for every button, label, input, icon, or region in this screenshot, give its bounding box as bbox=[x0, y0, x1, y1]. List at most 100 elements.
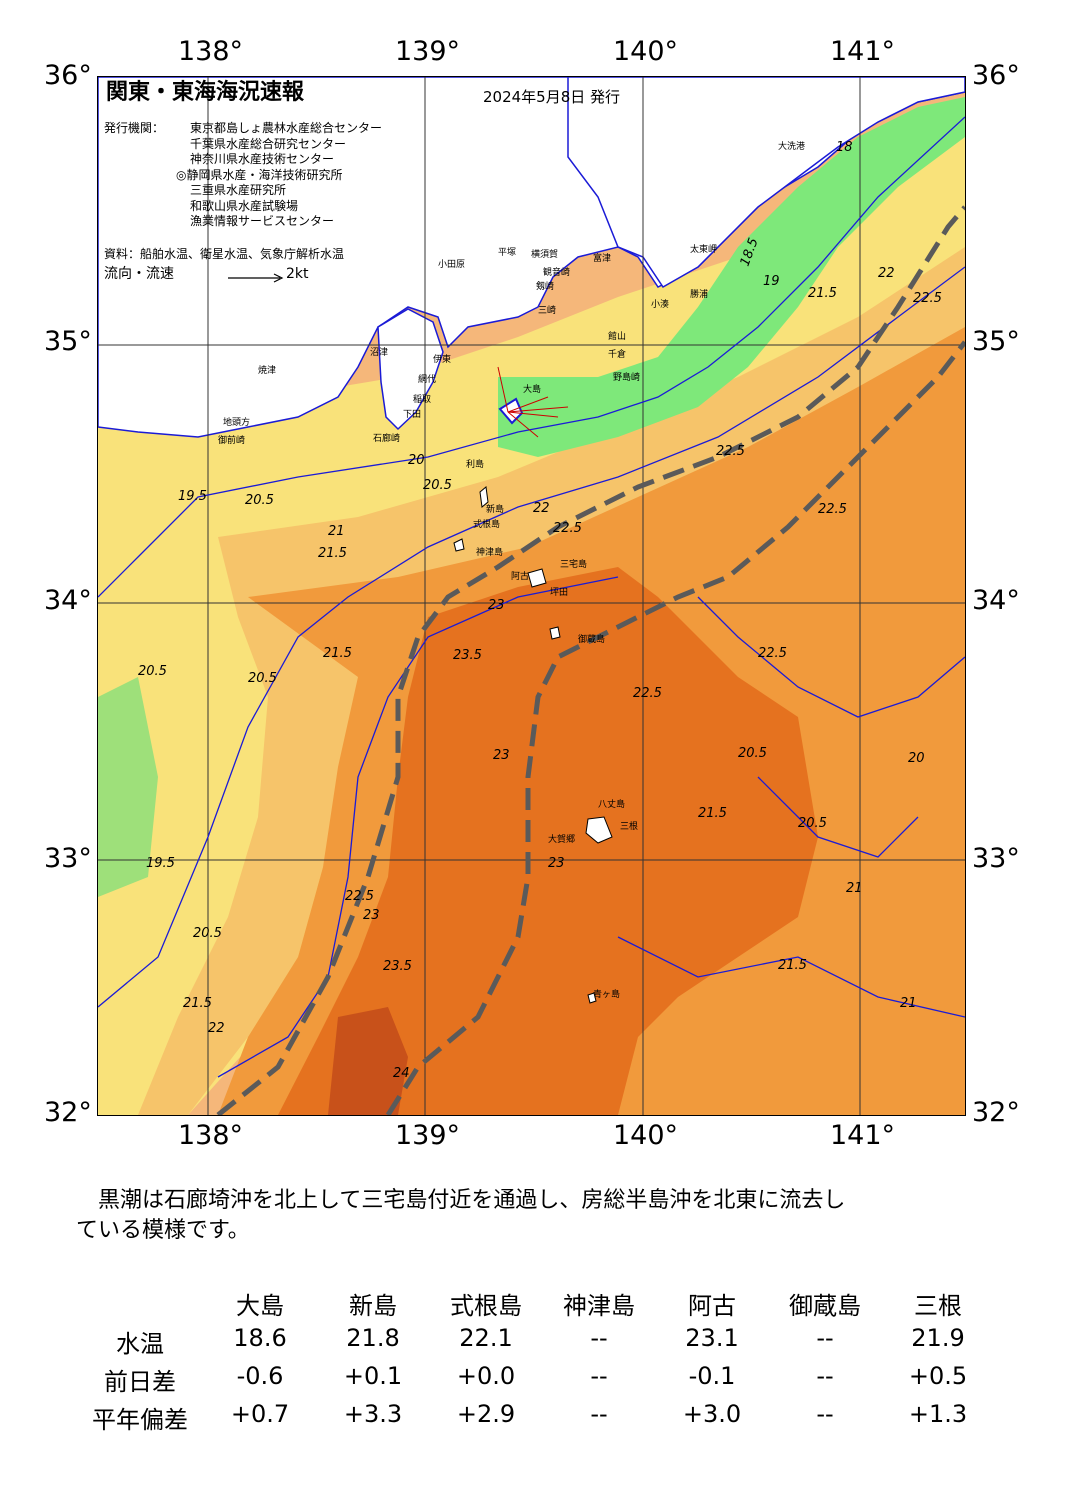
row-label: 水温 bbox=[116, 1330, 164, 1358]
place-label: 青ヶ島 bbox=[593, 988, 620, 1000]
lon-tick-top-139: 139° bbox=[395, 36, 461, 67]
place-label: 三根 bbox=[620, 820, 638, 832]
place-label: 坪田 bbox=[550, 587, 568, 598]
isotherm-label: 23 bbox=[493, 748, 510, 763]
table-cell: -- bbox=[816, 1324, 834, 1352]
isotherm-label: 23.5 bbox=[453, 648, 482, 663]
lon-tick-top-141: 141° bbox=[830, 36, 896, 67]
issuer-list: 東京都島しょ農林水産総合センター 千葉県水産総合研究センター 神奈川県水産技術セ… bbox=[176, 121, 382, 230]
lat-tick-left-32: 32° bbox=[44, 1097, 92, 1128]
place-label: 式根島 bbox=[473, 518, 500, 530]
isotherm-label: 20.5 bbox=[798, 816, 827, 831]
table-cell: 18.6 bbox=[233, 1324, 287, 1352]
place-label: 大賀郷 bbox=[548, 833, 575, 845]
table-cell: 23.1 bbox=[685, 1324, 739, 1352]
land-mikurajima bbox=[549, 626, 561, 640]
issuer-item: 漁業情報サービスセンター bbox=[190, 214, 335, 228]
isotherm-label: 22.5 bbox=[758, 646, 787, 661]
place-label: 御前崎 bbox=[218, 434, 245, 446]
lat-tick-left-34: 34° bbox=[44, 585, 92, 616]
isotherm-label: 23 bbox=[548, 856, 565, 871]
isotherm-label: 18 bbox=[836, 140, 853, 155]
lon-tick-bottom-140: 140° bbox=[613, 1120, 679, 1151]
isotherm-label: 21.5 bbox=[808, 286, 837, 301]
place-label: 神津島 bbox=[476, 546, 503, 558]
lat-tick-left-36: 36° bbox=[44, 60, 92, 91]
table-cell: +0.7 bbox=[230, 1400, 290, 1428]
place-label-group: 大洗港 太東岬 勝浦 野島崎 小湊 館山 千倉 富津 横須賀 観音崎 剱崎 三崎… bbox=[218, 140, 805, 1000]
table-cell: +3.3 bbox=[343, 1400, 403, 1428]
table-cell: 22.1 bbox=[459, 1324, 513, 1352]
isotherm-label: 20.5 bbox=[248, 671, 277, 686]
isotherm-label: 21.5 bbox=[318, 546, 347, 561]
issuer-item: 和歌山県水産試験場 bbox=[190, 198, 299, 213]
graticule bbox=[98, 77, 965, 1115]
station-header: 新島 bbox=[349, 1292, 397, 1320]
lat-tick-right-33: 33° bbox=[972, 843, 1020, 874]
isotherm-label: 20.5 bbox=[138, 664, 167, 679]
lat-tick-left-35: 35° bbox=[44, 326, 92, 357]
place-label: 太東岬 bbox=[690, 243, 717, 255]
place-label: 沼津 bbox=[370, 347, 388, 358]
isotherm-label: 22 bbox=[878, 266, 895, 281]
map-title: 関東・東海海況速報 bbox=[106, 80, 305, 105]
legend-scale: 2kt bbox=[286, 266, 309, 282]
lat-tick-right-32: 32° bbox=[972, 1097, 1020, 1128]
isotherm-label: 20 bbox=[408, 453, 425, 468]
current-vectors bbox=[497, 366, 569, 438]
isotherm-label: 20.5 bbox=[245, 493, 274, 508]
place-label: 下田 bbox=[403, 409, 421, 420]
lon-tick-bottom-141: 141° bbox=[830, 1120, 896, 1151]
table-cell: -0.6 bbox=[236, 1362, 284, 1390]
place-label: 利島 bbox=[466, 458, 484, 470]
table-cell: -- bbox=[816, 1400, 834, 1428]
issuer-item: ◎静岡県水産・海洋技術研究所 bbox=[176, 167, 343, 182]
station-header: 三根 bbox=[914, 1292, 962, 1320]
isotherm-label: 22.5 bbox=[553, 521, 582, 536]
place-label: 館山 bbox=[608, 330, 626, 342]
lat-tick-left-33: 33° bbox=[44, 843, 92, 874]
isotherm-label: 22 bbox=[533, 501, 550, 516]
isotherm-label: 20.5 bbox=[423, 478, 452, 493]
lon-tick-top-138: 138° bbox=[178, 36, 244, 67]
place-label: 八丈島 bbox=[598, 798, 625, 810]
map-canvas: 18 18.5 19 19.5 19.5 20 20.5 20.5 21 21.… bbox=[98, 77, 965, 1115]
issue-date: 2024年5月8日 発行 bbox=[483, 88, 621, 106]
place-label: 平塚 bbox=[498, 247, 516, 258]
isotherm-label: 21.5 bbox=[183, 996, 212, 1011]
isotherm-label: 23.5 bbox=[383, 959, 412, 974]
land-niijima bbox=[479, 486, 489, 508]
station-header: 大島 bbox=[236, 1292, 284, 1320]
isotherm-label: 22.5 bbox=[633, 686, 662, 701]
data-source: 資料：船舶水温、衛星水温、気象庁解析水温 bbox=[104, 247, 345, 261]
station-header: 神津島 bbox=[563, 1292, 635, 1320]
table-cell: +3.0 bbox=[682, 1400, 742, 1428]
row-label: 前日差 bbox=[104, 1368, 176, 1396]
place-label: 地頭方 bbox=[223, 416, 250, 428]
water-zone-kuroshio bbox=[278, 567, 818, 1115]
table-cell: +0.1 bbox=[343, 1362, 403, 1390]
place-label: 観音崎 bbox=[543, 266, 570, 278]
isotherm-label: 24 bbox=[393, 1066, 410, 1081]
place-label: 千倉 bbox=[608, 348, 626, 360]
lat-tick-right-34: 34° bbox=[972, 585, 1020, 616]
issuer-label: 発行機関： bbox=[104, 121, 165, 135]
land-kozushima bbox=[453, 538, 465, 552]
isotherm-label: 21 bbox=[328, 524, 345, 539]
lon-tick-bottom-138: 138° bbox=[178, 1120, 244, 1151]
isotherm-label: 19 bbox=[763, 274, 780, 289]
legend-label: 流向・流速 bbox=[104, 266, 174, 282]
lat-tick-right-35: 35° bbox=[972, 326, 1020, 357]
place-label: 三宅島 bbox=[560, 558, 587, 570]
table-cell: +0.0 bbox=[456, 1362, 516, 1390]
isotherm-label: 21 bbox=[846, 881, 863, 896]
place-label: 阿古 bbox=[511, 570, 529, 582]
isotherm-label: 19.5 bbox=[178, 489, 207, 504]
isotherm-label: 22.5 bbox=[913, 291, 942, 306]
summary-line: 黒潮は石廊埼沖を北上して三宅島付近を通過し、房総半島沖を北東に流去し bbox=[98, 1188, 846, 1213]
land-miyakejima bbox=[527, 568, 547, 588]
place-label: 大島 bbox=[523, 383, 541, 395]
place-label: 新島 bbox=[486, 503, 504, 515]
place-label: 小湊 bbox=[651, 298, 669, 310]
isotherm-label: 22 bbox=[208, 1021, 225, 1036]
